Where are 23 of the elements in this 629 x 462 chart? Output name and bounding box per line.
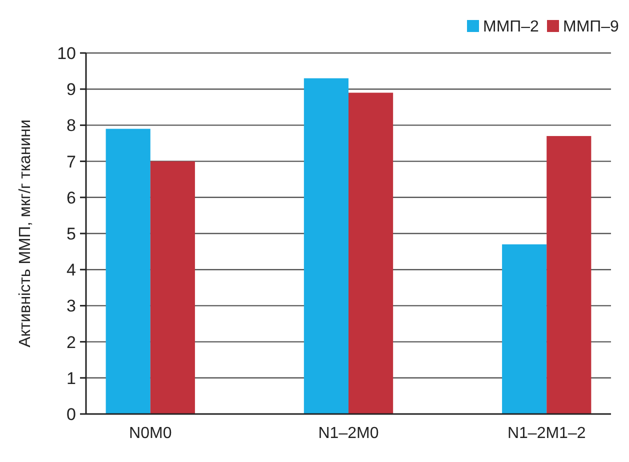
y-tick-label: 8	[66, 116, 76, 136]
y-tick-label: 10	[57, 44, 76, 63]
x-tick-label: N1–2M1–2	[507, 425, 586, 442]
y-tick-label: 5	[66, 224, 76, 244]
y-tick-label: 9	[66, 80, 76, 100]
y-axis-title: Активність ММП, мкг/г тканини	[17, 120, 34, 348]
y-tick-label: 0	[66, 404, 76, 424]
legend-label: ММП–9	[563, 18, 620, 36]
bar	[546, 136, 592, 414]
bar	[348, 92, 394, 414]
y-tick-label: 3	[66, 296, 76, 316]
x-tick-label: N0M0	[129, 425, 172, 442]
y-tick-label: 6	[66, 188, 76, 208]
y-tick-label: 1	[66, 368, 76, 388]
y-tick-label: 7	[66, 152, 76, 172]
bar	[502, 244, 547, 414]
bar	[150, 161, 195, 414]
bar	[304, 78, 348, 414]
bar	[106, 128, 150, 414]
y-tick-label: 2	[66, 332, 76, 352]
x-tick-label: N1–2M0	[318, 425, 379, 442]
legend-label: ММП–2	[483, 18, 540, 36]
y-tick-label: 4	[66, 260, 76, 280]
